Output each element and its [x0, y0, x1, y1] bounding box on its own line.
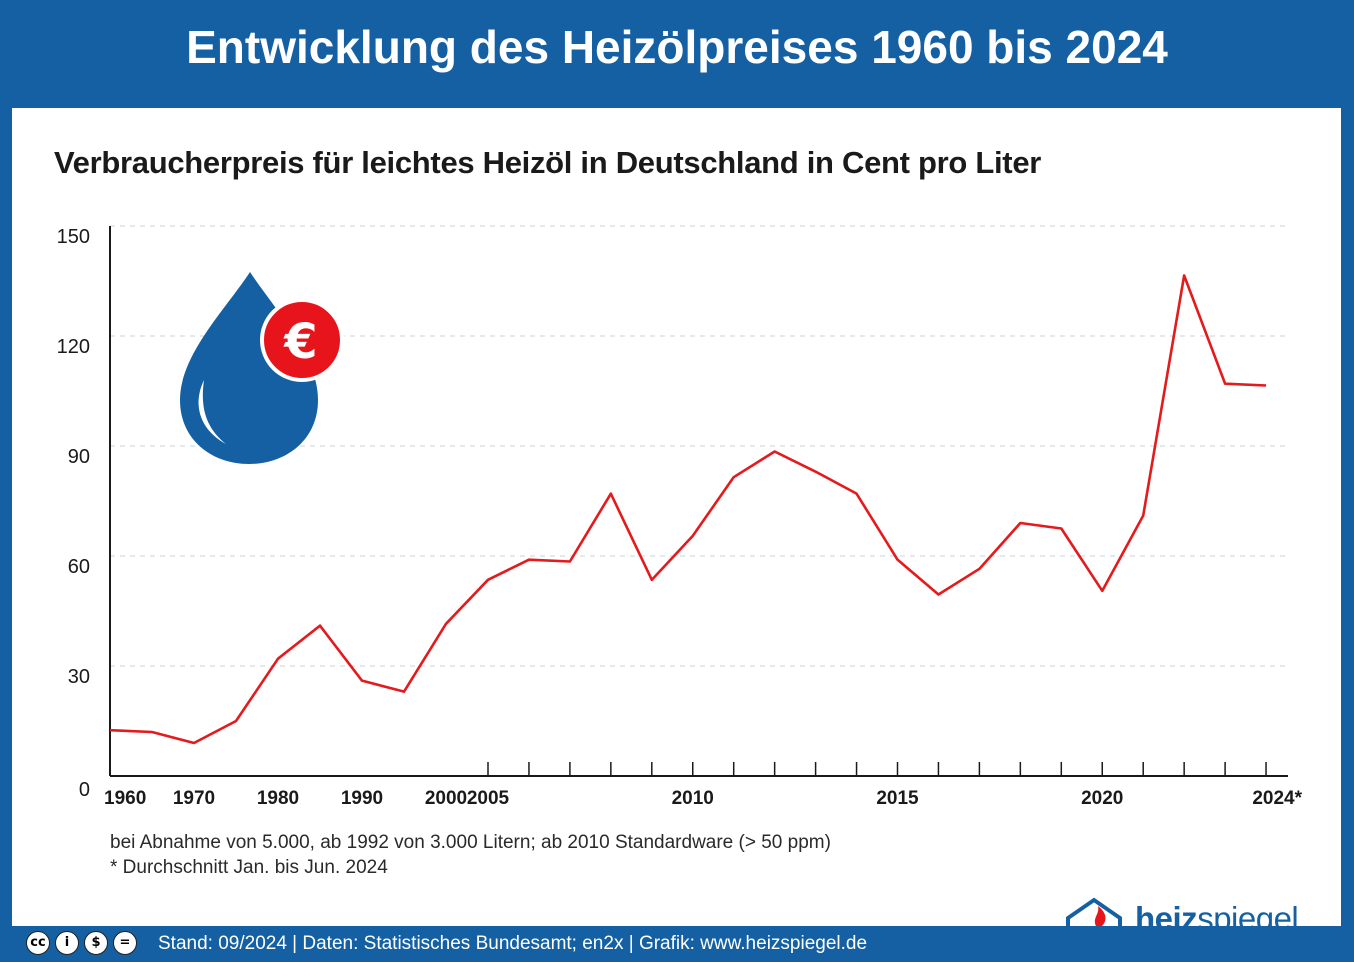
x-tick-label: 1980 [257, 788, 299, 809]
x-tick-label: 2024* [1252, 788, 1302, 809]
x-tick-label: 2005 [467, 788, 510, 809]
y-axis-ticks: 0 30 60 90 120 150 [57, 226, 90, 801]
note-line-1: bei Abnahme von 5.000, ab 1992 von 3.000… [110, 832, 831, 853]
x-tick-label: 2000 [425, 788, 467, 809]
x-tick-label: 1970 [173, 788, 215, 809]
x-tick-label: 2020 [1081, 788, 1123, 809]
cc-icon[interactable]: cc [26, 931, 50, 955]
page-title: Entwicklung des Heizölpreises 1960 bis 2… [186, 21, 1168, 73]
drop-highlight [198, 380, 226, 444]
note-line-2: * Durchschnitt Jan. bis Jun. 2024 [110, 857, 388, 878]
nc-icon[interactable]: $ [84, 931, 108, 955]
y-tick-label: 90 [68, 446, 90, 468]
x-tick-label: 2015 [876, 788, 919, 809]
y-tick-label: 30 [68, 666, 90, 688]
by-icon[interactable]: i [55, 931, 79, 955]
series-lines [109, 274, 1267, 745]
euro-symbol: € [283, 314, 317, 370]
x-tick-label: 1990 [341, 788, 383, 809]
grid-lines [110, 225, 1288, 667]
nd-icon[interactable]: = [113, 931, 137, 955]
oil-drop-euro-icon: € [180, 272, 344, 464]
footer-credits: Stand: 09/2024 | Daten: Statistisches Bu… [158, 933, 868, 954]
y-tick-label: 60 [68, 556, 90, 578]
x-tick-label: 2010 [672, 788, 714, 809]
chart-title: Verbraucherpreis für leichtes Heizöl in … [54, 145, 1042, 180]
x-tick-label: 1960 [104, 788, 146, 809]
heizspiegel-logo[interactable]: heizspiegel [1135, 900, 1299, 937]
x-axis: 1960 1970 1980 1990 2000 2005 2010 2015 2020 2024… [104, 226, 1303, 809]
euro-badge [260, 298, 344, 382]
chart-panel [12, 108, 1341, 926]
y-tick-label: 120 [57, 336, 90, 358]
y-tick-label: 0 [79, 779, 90, 801]
y-tick-label: 150 [57, 226, 90, 248]
logo-tagline: Ein Angebot von co2online [1136, 939, 1265, 950]
line-chart: 0 30 60 90 120 150 1960 1970 1980 1990 2000 2005 20… [57, 225, 1303, 809]
